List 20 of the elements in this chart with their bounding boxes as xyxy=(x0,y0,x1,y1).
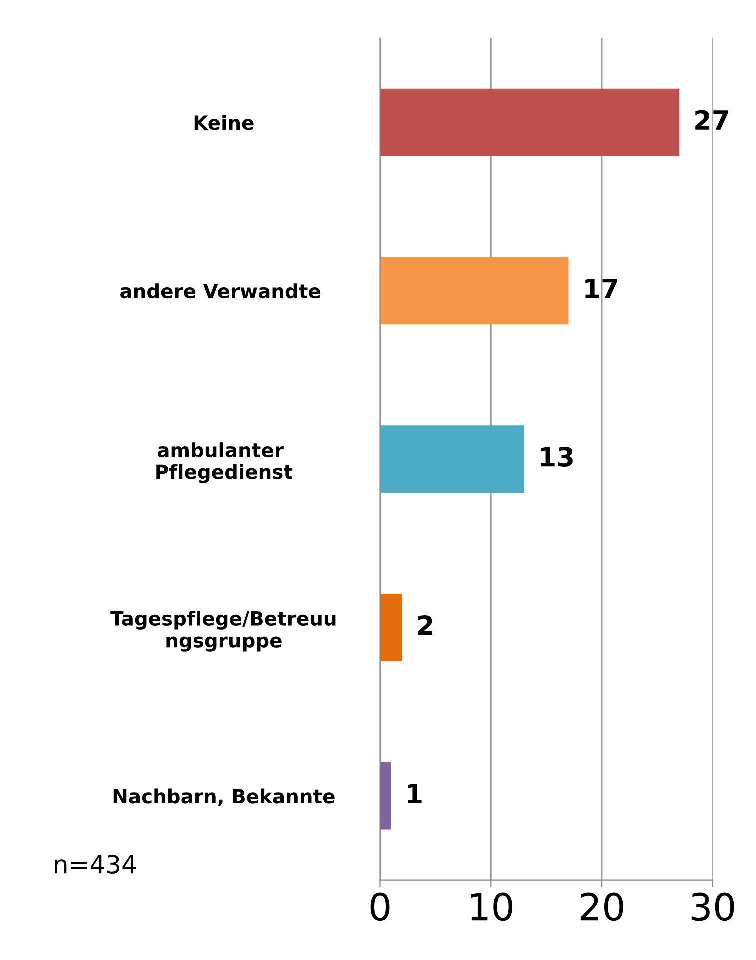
bar xyxy=(380,88,680,156)
data-label: 1 xyxy=(408,784,422,804)
x-tick-label: 30 xyxy=(692,892,734,922)
y-tick-label: Keine xyxy=(194,115,254,130)
text: n=434 xyxy=(55,855,136,874)
y-tick-label: Tagespflege/Betreuu ngsgruppe xyxy=(110,610,336,652)
y-tick-label: ambulanter Pflegedienst xyxy=(156,442,293,484)
x-tick-label: 0 xyxy=(370,892,390,922)
bar xyxy=(380,426,524,494)
data-label: 2 xyxy=(418,615,432,636)
data-label: 17 xyxy=(586,279,618,298)
data-label: 27 xyxy=(696,110,728,130)
x-tick-label: 10 xyxy=(471,892,513,922)
bar xyxy=(380,257,569,325)
data-label: 13 xyxy=(541,447,573,468)
bar xyxy=(380,594,402,662)
x-tick-label: 20 xyxy=(580,892,624,922)
bar xyxy=(380,762,392,830)
y-tick-label: Nachbarn, Bekannte xyxy=(114,788,335,806)
y-tick-label: andere Verwandte xyxy=(120,284,320,299)
